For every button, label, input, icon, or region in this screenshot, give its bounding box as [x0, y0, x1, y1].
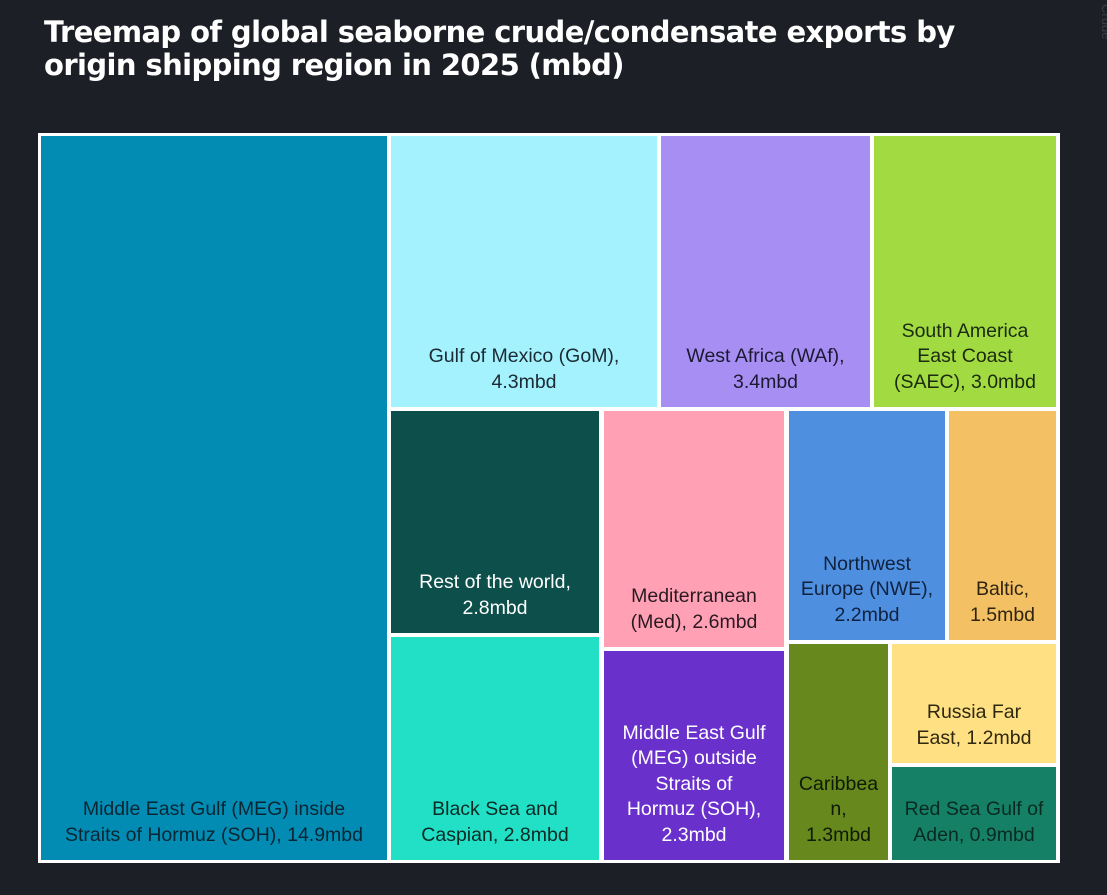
side-note: Crude	[1099, 4, 1107, 40]
treemap-cell-rest-of-the-world: Rest of the world, 2.8mbd	[391, 411, 599, 633]
treemap-cell-label: Black Sea and Caspian, 2.8mbd	[421, 798, 569, 846]
treemap-cell-northwest-europe-nwe: Northwest Europe (NWE), 2.2mbd	[789, 411, 945, 640]
treemap-cell-label: Red Sea Gulf of Aden, 0.9mbd	[904, 798, 1044, 846]
treemap-cell-label: Middle East Gulf (MEG) outside Straits o…	[622, 721, 766, 846]
treemap-cell-label: Caribbea n, 1.3mbd	[798, 772, 879, 846]
treemap-cell-russia-far-east: Russia Far East, 1.2mbd	[892, 644, 1056, 763]
treemap-cell-label: Rest of the world, 2.8mbd	[419, 571, 571, 619]
treemap-cell-west-africa-waf: West Africa (WAf), 3.4mbd	[661, 136, 870, 407]
treemap-cell-label: South America East Coast (SAEC), 3.0mbd	[894, 319, 1036, 393]
treemap-cell-label: Mediterranean (Med), 2.6mbd	[630, 585, 758, 633]
treemap-cell-label: West Africa (WAf), 3.4mbd	[686, 345, 845, 393]
treemap-cell-gulf-of-mexico-gom: Gulf of Mexico (GoM), 4.3mbd	[391, 136, 657, 407]
treemap-cell-baltic: Baltic, 1.5mbd	[949, 411, 1056, 640]
treemap-cell-red-sea-gulf-of-aden: Red Sea Gulf of Aden, 0.9mbd	[892, 767, 1056, 860]
treemap-cell-label: Middle East Gulf (MEG) inside Straits of…	[64, 798, 363, 846]
treemap-cell-south-america-east-coast-saec: South America East Coast (SAEC), 3.0mbd	[874, 136, 1056, 407]
treemap-cell-mediterranean-med: Mediterranean (Med), 2.6mbd	[604, 411, 784, 647]
treemap-plot-area: Middle East Gulf (MEG) inside Straits of…	[38, 133, 1060, 863]
treemap-cell-middle-east-gulf-meg-outside-straits-of-hormuz-soh: Middle East Gulf (MEG) outside Straits o…	[604, 651, 784, 860]
treemap-cell-label: Baltic, 1.5mbd	[969, 578, 1036, 626]
chart-title: Treemap of global seaborne crude/condens…	[44, 15, 955, 82]
treemap-cell-label: Russia Far East, 1.2mbd	[916, 701, 1032, 749]
treemap-cell-caribbean: Caribbea n, 1.3mbd	[789, 644, 888, 860]
treemap-cell-label: Gulf of Mexico (GoM), 4.3mbd	[428, 345, 620, 393]
treemap-cell-middle-east-gulf-meg-inside-straits-of-hormuz-soh: Middle East Gulf (MEG) inside Straits of…	[41, 136, 387, 860]
treemap-cell-label: Northwest Europe (NWE), 2.2mbd	[800, 552, 934, 626]
treemap-cell-black-sea-and-caspian: Black Sea and Caspian, 2.8mbd	[391, 637, 599, 860]
